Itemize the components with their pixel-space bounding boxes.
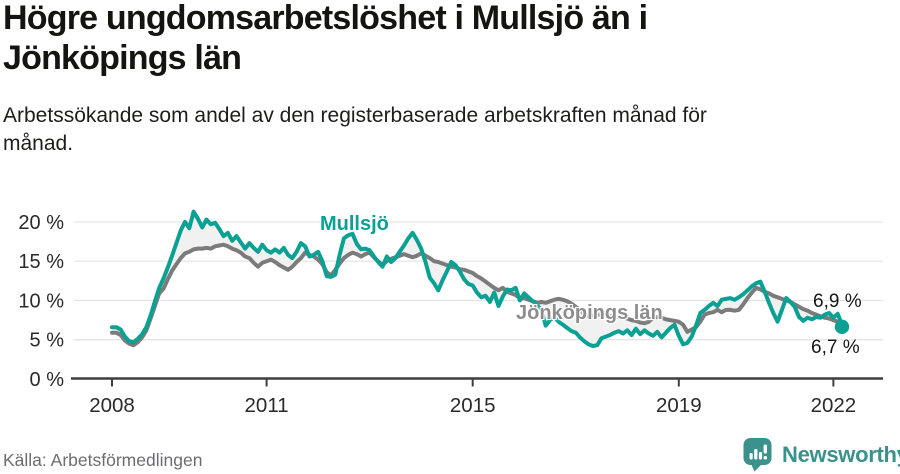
end-value-mullsjo: 6,9 % [813, 291, 862, 312]
source-credit: Källa: Arbetsförmedlingen [3, 450, 203, 470]
series-line-0 [110, 209, 844, 348]
series-band [112, 211, 842, 347]
series-label-mullsjo: Mullsjö [320, 213, 389, 235]
newsworthy-logo-text: Newsworthy [782, 441, 900, 467]
end-dot-mullsjo [834, 319, 850, 335]
y-tick-label: 5 % [30, 330, 65, 352]
x-tick-label: 2019 [656, 394, 702, 417]
newsworthy-logo-icon [742, 437, 774, 472]
series-line-1 [110, 242, 844, 348]
x-tick-label: 2015 [450, 394, 496, 417]
x-tick-label: 2008 [89, 394, 135, 417]
newsworthy-logo[interactable]: Newsworthy [742, 437, 900, 472]
title-line-1: Högre ungdomsarbetslöshet i Mullsjö än i [3, 0, 648, 37]
end-value-jonkopings-lan: 6,7 % [811, 337, 860, 358]
y-tick-label: 20 % [18, 212, 64, 234]
subtitle-line-1: Arbetssökande som andel av den registerb… [3, 104, 707, 127]
chart-subtitle: Arbetssökande som andel av den registerb… [3, 102, 883, 158]
subtitle-line-2: månad. [3, 132, 74, 155]
y-tick-label: 0 % [30, 369, 65, 391]
y-tick-label: 15 % [18, 251, 64, 273]
page-title: Högre ungdomsarbetslöshet i Mullsjö än i… [3, 0, 883, 78]
x-tick-label: 2022 [811, 394, 857, 417]
title-line-2: Jönköpings län [3, 39, 242, 77]
y-tick-label: 10 % [18, 290, 64, 312]
x-tick-label: 2011 [245, 394, 289, 417]
series-label-jonkopings-lan: Jönköpings län [516, 302, 663, 324]
